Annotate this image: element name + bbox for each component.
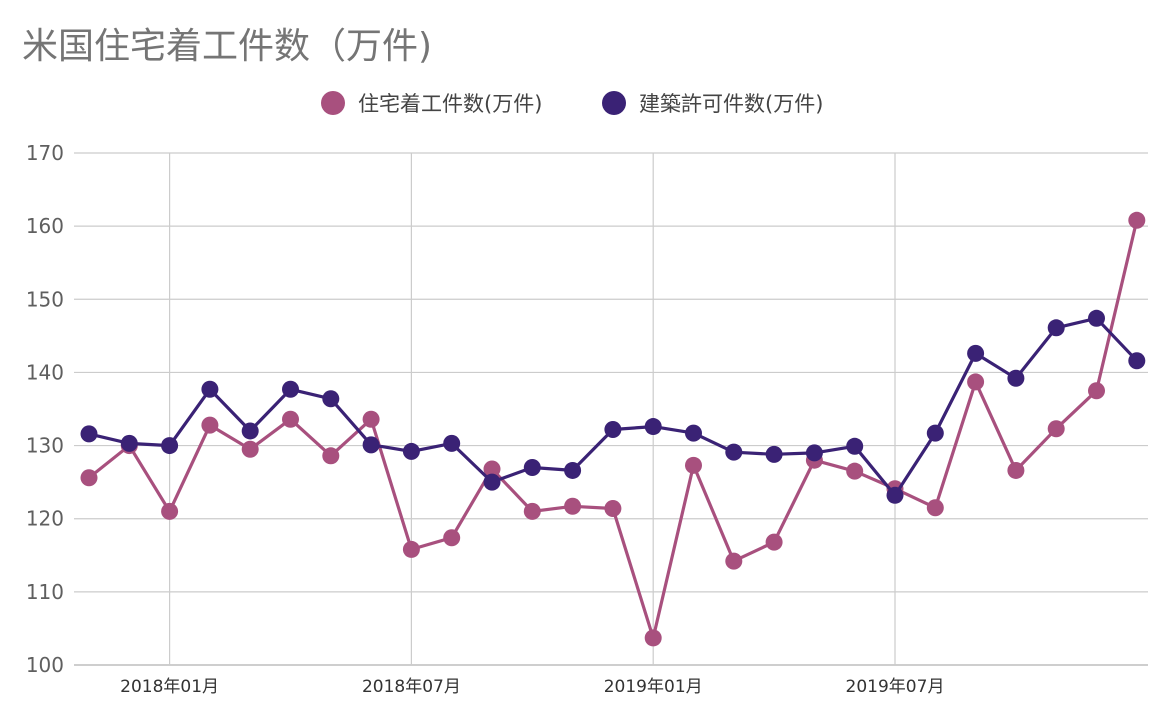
x-axis: 2018年01月 2018年07月 2019年01月 2019年07月 [120, 677, 944, 697]
series-1 [80, 211, 1146, 647]
data-point [644, 629, 662, 647]
data-point [564, 461, 582, 479]
y-tick-label: 170 [26, 141, 64, 165]
data-point [1128, 352, 1146, 370]
data-point [685, 456, 702, 474]
data-point [161, 437, 179, 455]
data-point [402, 442, 420, 460]
y-tick-label: 110 [26, 580, 64, 604]
data-point [120, 434, 138, 452]
data-point [322, 390, 340, 408]
x-tick-label: 2019年01月 [604, 677, 703, 697]
data-point [644, 418, 662, 436]
data-point [604, 420, 622, 438]
data-point [282, 380, 299, 398]
series-2-line [88, 316, 1138, 497]
data-point [241, 440, 259, 458]
data-point [926, 424, 944, 442]
data-point [362, 436, 380, 454]
data-point [282, 410, 299, 428]
data-point [483, 460, 501, 478]
data-point [402, 540, 420, 558]
data-point [967, 373, 985, 391]
y-tick-label: 130 [26, 434, 64, 458]
legend-marker-series-2 [602, 91, 626, 115]
plot-area [80, 211, 1146, 647]
chart-title: 米国住宅着工件数（万件) [22, 26, 432, 67]
legend-marker-series-1 [321, 91, 345, 115]
data-point [1128, 211, 1146, 229]
data-point [161, 502, 179, 520]
x-tick-label: 2018年01月 [120, 677, 219, 697]
data-point [926, 499, 944, 517]
data-point [443, 434, 461, 452]
data-point [241, 422, 259, 440]
data-point [886, 486, 904, 504]
y-tick-label: 160 [26, 214, 64, 238]
data-point [725, 552, 743, 570]
data-point [1047, 420, 1065, 438]
series-2 [80, 309, 1146, 504]
y-tick-label: 120 [26, 507, 64, 531]
data-point [846, 437, 864, 455]
data-point [80, 469, 98, 487]
x-tick-label: 2019年07月 [846, 677, 945, 697]
data-point [483, 473, 501, 491]
data-point [765, 445, 783, 463]
data-point [967, 344, 985, 362]
legend: 住宅着工件数(万件) 建築許可件数(万件) [321, 91, 823, 116]
data-point [1007, 369, 1025, 387]
data-point [1088, 382, 1105, 400]
data-point [765, 533, 783, 551]
data-point [1047, 319, 1065, 337]
y-axis: 100 110 120 130 140 150 160 170 [26, 141, 64, 677]
data-point [1088, 309, 1105, 327]
data-point [523, 502, 541, 520]
legend-label-series-2: 建築許可件数(万件) [639, 92, 823, 116]
y-tick-label: 100 [26, 653, 64, 677]
data-point [201, 416, 219, 434]
legend-label-series-1: 住宅着工件数(万件) [358, 92, 542, 116]
data-point [725, 443, 743, 461]
y-tick-label: 150 [26, 287, 64, 311]
data-point [685, 424, 702, 442]
data-point [523, 459, 541, 477]
data-point [604, 499, 622, 517]
data-point [1007, 461, 1025, 479]
data-point [80, 425, 98, 443]
data-point [362, 410, 380, 428]
data-point [805, 444, 823, 462]
data-point [846, 462, 864, 480]
data-point [322, 447, 340, 465]
x-tick-label: 2018年07月 [362, 677, 461, 697]
data-point [443, 529, 461, 547]
data-point [201, 380, 219, 398]
data-point [564, 497, 582, 515]
y-tick-label: 140 [26, 360, 64, 384]
